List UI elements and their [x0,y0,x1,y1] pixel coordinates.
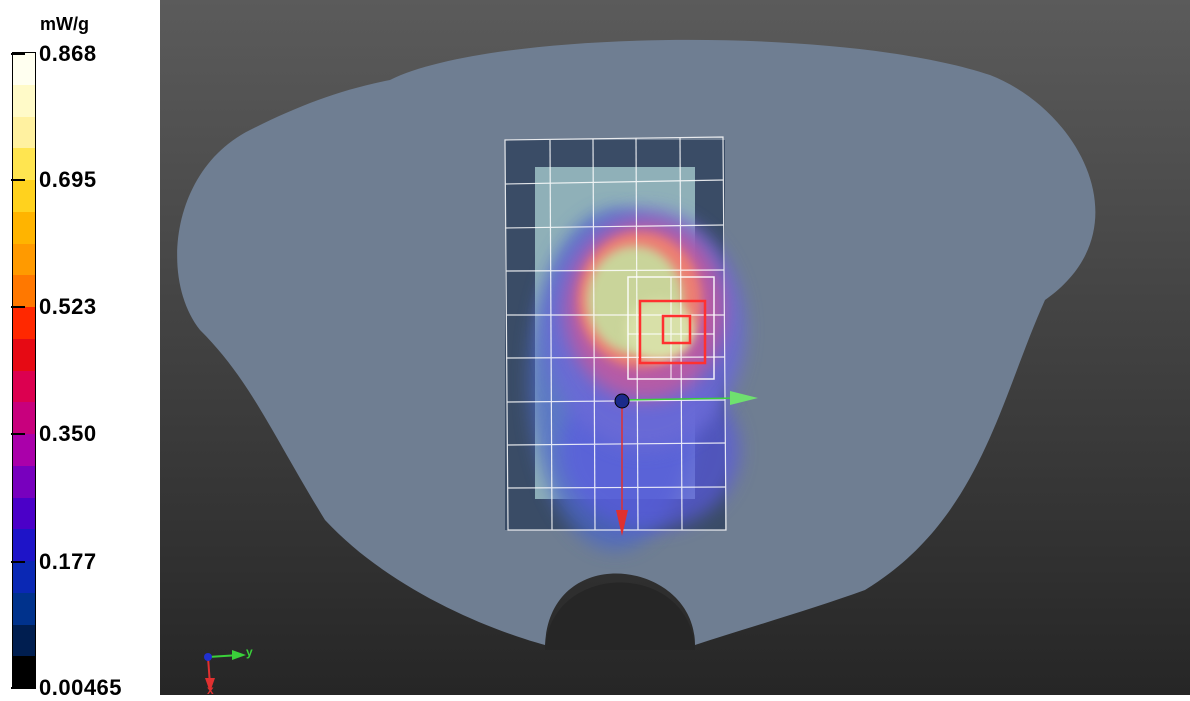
legend-tick-mark [11,305,25,308]
legend-tick-label: 0.868 [39,41,97,66]
legend-tick-mark [11,178,25,181]
colorbar-segment [13,338,35,371]
legend-colorbar [12,52,36,689]
legend-tick-mark [11,560,25,563]
triad-x-label: x [207,683,214,695]
legend-tick-mark [11,687,25,689]
legend-tick-mark [11,433,25,436]
legend-unit: mW/g [40,14,89,34]
legend-tick-mark [11,53,25,55]
area-scan-distribution [505,140,745,550]
3d-viewport[interactable]: y x [160,0,1190,695]
legend-tick: 0.868 [11,41,96,67]
legend-tick-label: 0.00465 [39,675,123,700]
legend-tick: 0.695 [11,167,96,193]
colorbar-segment [13,53,35,85]
legend-tick-label: 0.523 [39,293,97,319]
colorbar-segment [13,243,35,276]
sar-scene: y x [177,39,1096,695]
legend-tick: 0.177 [11,549,96,575]
colorbar-segment [13,370,35,403]
view-orientation-triad: y x [204,645,253,695]
zoom-scan-cube [627,276,715,380]
triad-y-label: y [246,645,253,659]
colorbar-segment [13,529,35,561]
colorbar-segment [13,592,35,625]
colorbar-segment [13,211,35,244]
colorbar-segment [13,656,35,688]
colorbar-segment [13,307,35,339]
area-scan-grid [504,136,727,531]
colorbar-segment [13,402,35,434]
color-scale-legend: mW/g 0.868 0.695 0.523 0.350 0.177 0.00465 [0,0,160,700]
legend-tick-label: 0.695 [39,166,97,192]
colorbar-segment [13,275,35,307]
colorbar-segment [13,116,35,149]
colorbar-segment [13,561,35,593]
colorbar-segment [13,180,35,212]
legend-tick-label: 0.177 [39,548,97,574]
legend-tick-label: 0.350 [39,421,97,447]
legend-tick: 0.350 [11,421,96,447]
device-coordinate-axes [614,391,758,536]
legend-tick: 0.523 [11,294,96,320]
legend-tick: 0.00465 [11,675,122,701]
colorbar-segment [13,465,35,498]
colorbar-segment [13,148,35,180]
colorbar-segment [13,84,35,117]
colorbar-segment [13,624,35,657]
colorbar-segment [13,434,35,466]
colorbar-segment [13,497,35,530]
phantom-notch [545,582,695,650]
